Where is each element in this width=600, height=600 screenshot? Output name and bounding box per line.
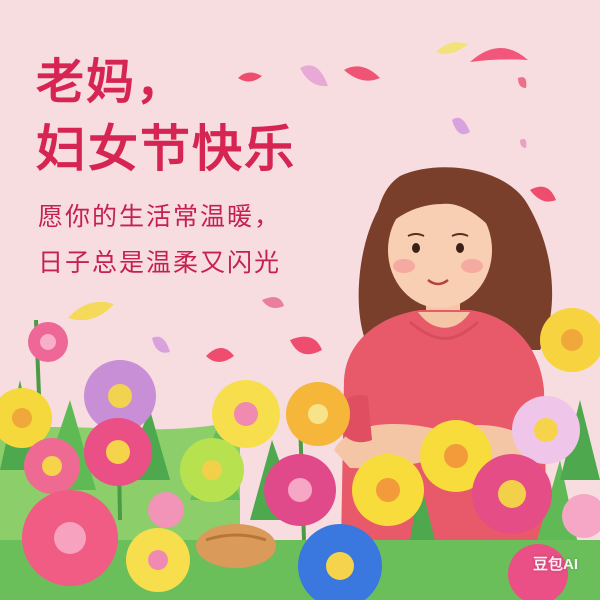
flower-magenta-low-right xyxy=(508,544,568,600)
flower-magenta xyxy=(84,418,152,486)
flower-purple-left xyxy=(84,360,156,432)
flower-lavender xyxy=(512,396,580,464)
flower-pink-small xyxy=(24,438,80,494)
watermark-label: 豆包AI xyxy=(532,556,578,573)
flower-yellow-low xyxy=(126,528,190,592)
flower-yellow-left xyxy=(0,388,52,448)
flower-field xyxy=(0,308,600,600)
bread-roll xyxy=(196,524,276,568)
flower-pink-small2 xyxy=(148,492,184,528)
title-line-1: 老妈， xyxy=(36,54,187,110)
flower-yellow-mid xyxy=(212,380,280,448)
flower-yellow-right2 xyxy=(420,420,492,492)
title-line-2: 妇女节快乐 xyxy=(36,120,296,178)
flower-big-pink xyxy=(22,490,118,586)
flower-magenta-right xyxy=(472,454,552,534)
flower-pink-bud xyxy=(28,322,68,362)
flower-blue xyxy=(298,524,382,600)
wish-line-1: 愿你的生活常温暖， xyxy=(38,202,282,231)
flower-lime xyxy=(180,438,244,502)
flower-magenta-center xyxy=(264,454,336,526)
falling-petals xyxy=(68,42,556,362)
flower-yellow-far-right xyxy=(540,308,600,372)
flower-yellow-right xyxy=(352,454,424,526)
flower-orange-mid xyxy=(286,382,350,446)
flower-pink-far-right xyxy=(562,494,600,538)
wish-line-2: 日子总是温柔又闪光 xyxy=(38,248,282,277)
